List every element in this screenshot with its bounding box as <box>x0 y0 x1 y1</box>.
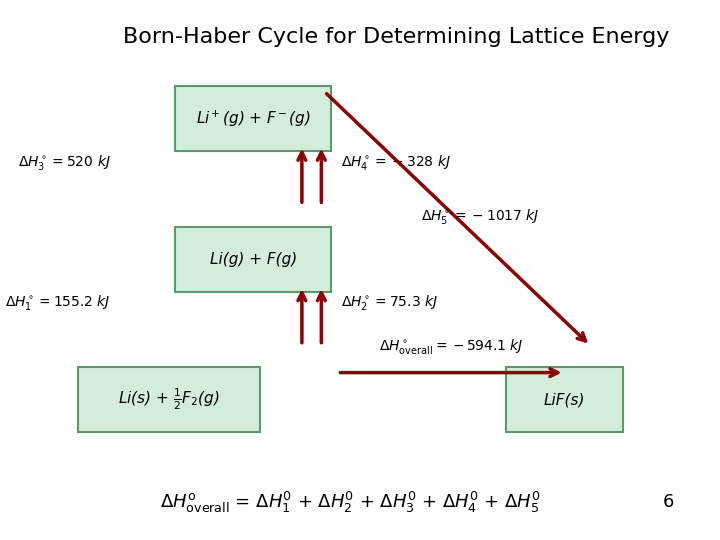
Text: $\Delta H^{\mathrm{o}}_{\mathrm{overall}}$ = $\Delta H^0_1$ + $\Delta H^0_2$ + $: $\Delta H^{\mathrm{o}}_{\mathrm{overall}… <box>161 490 541 515</box>
Text: Li(g) + F(g): Li(g) + F(g) <box>210 252 297 267</box>
FancyBboxPatch shape <box>506 367 623 432</box>
Text: LiF(s): LiF(s) <box>544 392 585 407</box>
Text: $\Delta H^\circ_4 = -328$ kJ: $\Delta H^\circ_4 = -328$ kJ <box>341 152 451 172</box>
Text: $\Delta H^\circ_2 = 75.3$ kJ: $\Delta H^\circ_2 = 75.3$ kJ <box>341 293 438 312</box>
FancyBboxPatch shape <box>176 227 331 292</box>
Text: Li(s) + $\frac{1}{2}$F$_2$(g): Li(s) + $\frac{1}{2}$F$_2$(g) <box>118 387 220 413</box>
Text: 6: 6 <box>662 493 674 511</box>
FancyBboxPatch shape <box>78 367 260 432</box>
Text: Li$^+$(g) + F$^-$(g): Li$^+$(g) + F$^-$(g) <box>196 109 311 129</box>
Text: $\Delta H^\circ_1 = 155.2$ kJ: $\Delta H^\circ_1 = 155.2$ kJ <box>6 293 111 312</box>
Text: $\Delta H^\circ_{\mathrm{overall}} = -594.1$ kJ: $\Delta H^\circ_{\mathrm{overall}} = -59… <box>379 338 523 356</box>
Text: $\Delta H^\circ_3 = 520$ kJ: $\Delta H^\circ_3 = 520$ kJ <box>18 152 111 172</box>
FancyBboxPatch shape <box>176 86 331 151</box>
Text: Born-Haber Cycle for Determining Lattice Energy: Born-Haber Cycle for Determining Lattice… <box>122 27 669 47</box>
Text: $\Delta H^\circ_5 = -1017$ kJ: $\Delta H^\circ_5 = -1017$ kJ <box>421 206 539 226</box>
